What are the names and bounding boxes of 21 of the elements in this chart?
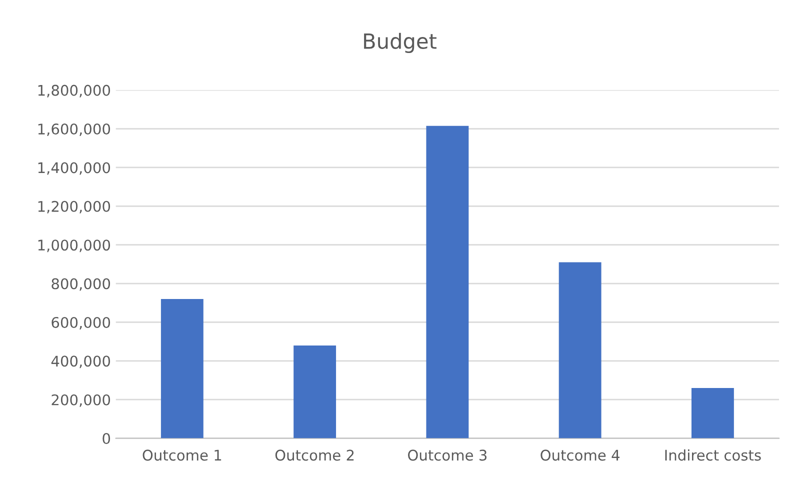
- y-tick-label: 600,000: [52, 316, 110, 330]
- y-tick-label: 0: [102, 433, 110, 444]
- y-tick-label: 800,000: [52, 278, 110, 291]
- y-tick-label: 1,400,000: [38, 162, 110, 175]
- x-tick-label: Outcome 4: [540, 450, 620, 461]
- x-tick-label: Indirect costs: [665, 449, 761, 461]
- x-tick-label: Outcome 2: [275, 450, 354, 461]
- bar: [294, 345, 336, 438]
- y-tick-label: 1,800,000: [38, 84, 110, 98]
- x-tick-label: Outcome 3: [408, 450, 487, 461]
- y-tick-label: 400,000: [51, 356, 110, 368]
- x-tick-label: Outcome 1: [142, 450, 222, 461]
- bar: [426, 126, 469, 438]
- bar: [691, 388, 734, 438]
- y-tick-label: 1,600,000: [38, 124, 110, 136]
- chart-title: Budget: [364, 32, 436, 54]
- y-tick-label: 1,000,000: [38, 240, 110, 252]
- bar: [160, 299, 204, 438]
- y-tick-label: 200,000: [52, 394, 110, 407]
- bar: [558, 262, 602, 438]
- y-tick-label: 1,200,000: [38, 200, 110, 214]
